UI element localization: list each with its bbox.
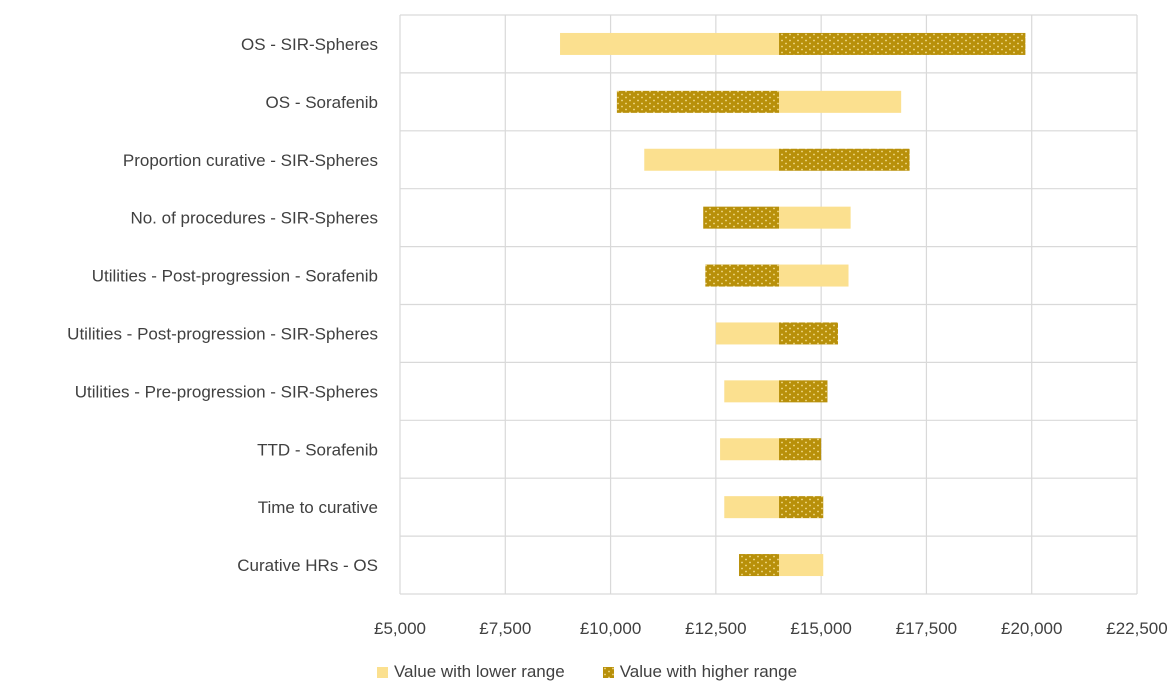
legend-label-higher: Value with higher range xyxy=(619,662,798,681)
legend-item-lower: Value with lower range xyxy=(376,662,565,682)
x-tick-label: £17,500 xyxy=(896,619,957,638)
tornado-chart: OS - SIR-Spheres OS - Sorafenib Proportion… xyxy=(67,14,1168,638)
category-label: Curative HRs - OS xyxy=(237,556,378,575)
x-tick-label: £22,500 xyxy=(1106,619,1167,638)
category-label: Utilities - Post-progression - Sorafenib xyxy=(92,267,378,286)
bar-higher-range xyxy=(779,438,822,461)
bar-higher-range xyxy=(779,322,838,345)
bar-lower-range xyxy=(779,554,824,577)
legend-item-higher: Value with higher range xyxy=(602,662,798,682)
bars xyxy=(560,32,1026,577)
category-label: Time to curative xyxy=(258,498,378,517)
bar-lower-range xyxy=(779,90,902,113)
bar-lower-range xyxy=(724,496,780,519)
category-label: Proportion curative - SIR-Spheres xyxy=(123,151,378,170)
x-tick-label: £7,500 xyxy=(479,619,531,638)
bar-higher-range xyxy=(779,32,1026,55)
x-tick-label: £15,000 xyxy=(790,619,851,638)
category-labels: OS - SIR-Spheres OS - Sorafenib Proportion… xyxy=(67,35,378,575)
x-axis-tick-labels: £5,000 £7,500 £10,000 £12,500 £15,000 £17,500… xyxy=(374,619,1168,638)
category-label: OS - SIR-Spheres xyxy=(241,35,378,54)
legend: Value with lower range Value with higher… xyxy=(0,660,1174,684)
gridlines xyxy=(399,14,1138,595)
bar-lower-range xyxy=(779,206,851,229)
x-tick-label: £20,000 xyxy=(1001,619,1062,638)
bar-lower-range xyxy=(715,322,780,345)
bar-higher-range xyxy=(779,148,910,171)
x-tick-label: £5,000 xyxy=(374,619,426,638)
bar-higher-range xyxy=(616,90,780,113)
bar-higher-range xyxy=(779,496,824,519)
x-tick-label: £10,000 xyxy=(580,619,641,638)
category-label: Utilities - Pre-progression - SIR-Sphere… xyxy=(75,382,378,401)
category-label: OS - Sorafenib xyxy=(266,93,378,112)
category-label: Utilities - Post-progression - SIR-Spher… xyxy=(67,324,378,343)
bar-lower-range xyxy=(720,438,780,461)
bar-higher-range xyxy=(739,554,780,577)
bar-lower-range xyxy=(560,32,780,55)
bar-lower-range xyxy=(779,264,849,287)
legend-label-lower: Value with lower range xyxy=(393,662,565,681)
bar-lower-range xyxy=(724,380,780,403)
category-label: TTD - Sorafenib xyxy=(257,440,378,459)
legend-swatch-lower xyxy=(376,666,388,678)
category-label: No. of procedures - SIR-Spheres xyxy=(130,209,378,228)
bar-higher-range xyxy=(703,206,780,229)
x-tick-label: £12,500 xyxy=(685,619,746,638)
bar-lower-range xyxy=(644,148,780,171)
bar-higher-range xyxy=(779,380,828,403)
bar-higher-range xyxy=(705,264,780,287)
legend-swatch-higher xyxy=(602,666,614,678)
